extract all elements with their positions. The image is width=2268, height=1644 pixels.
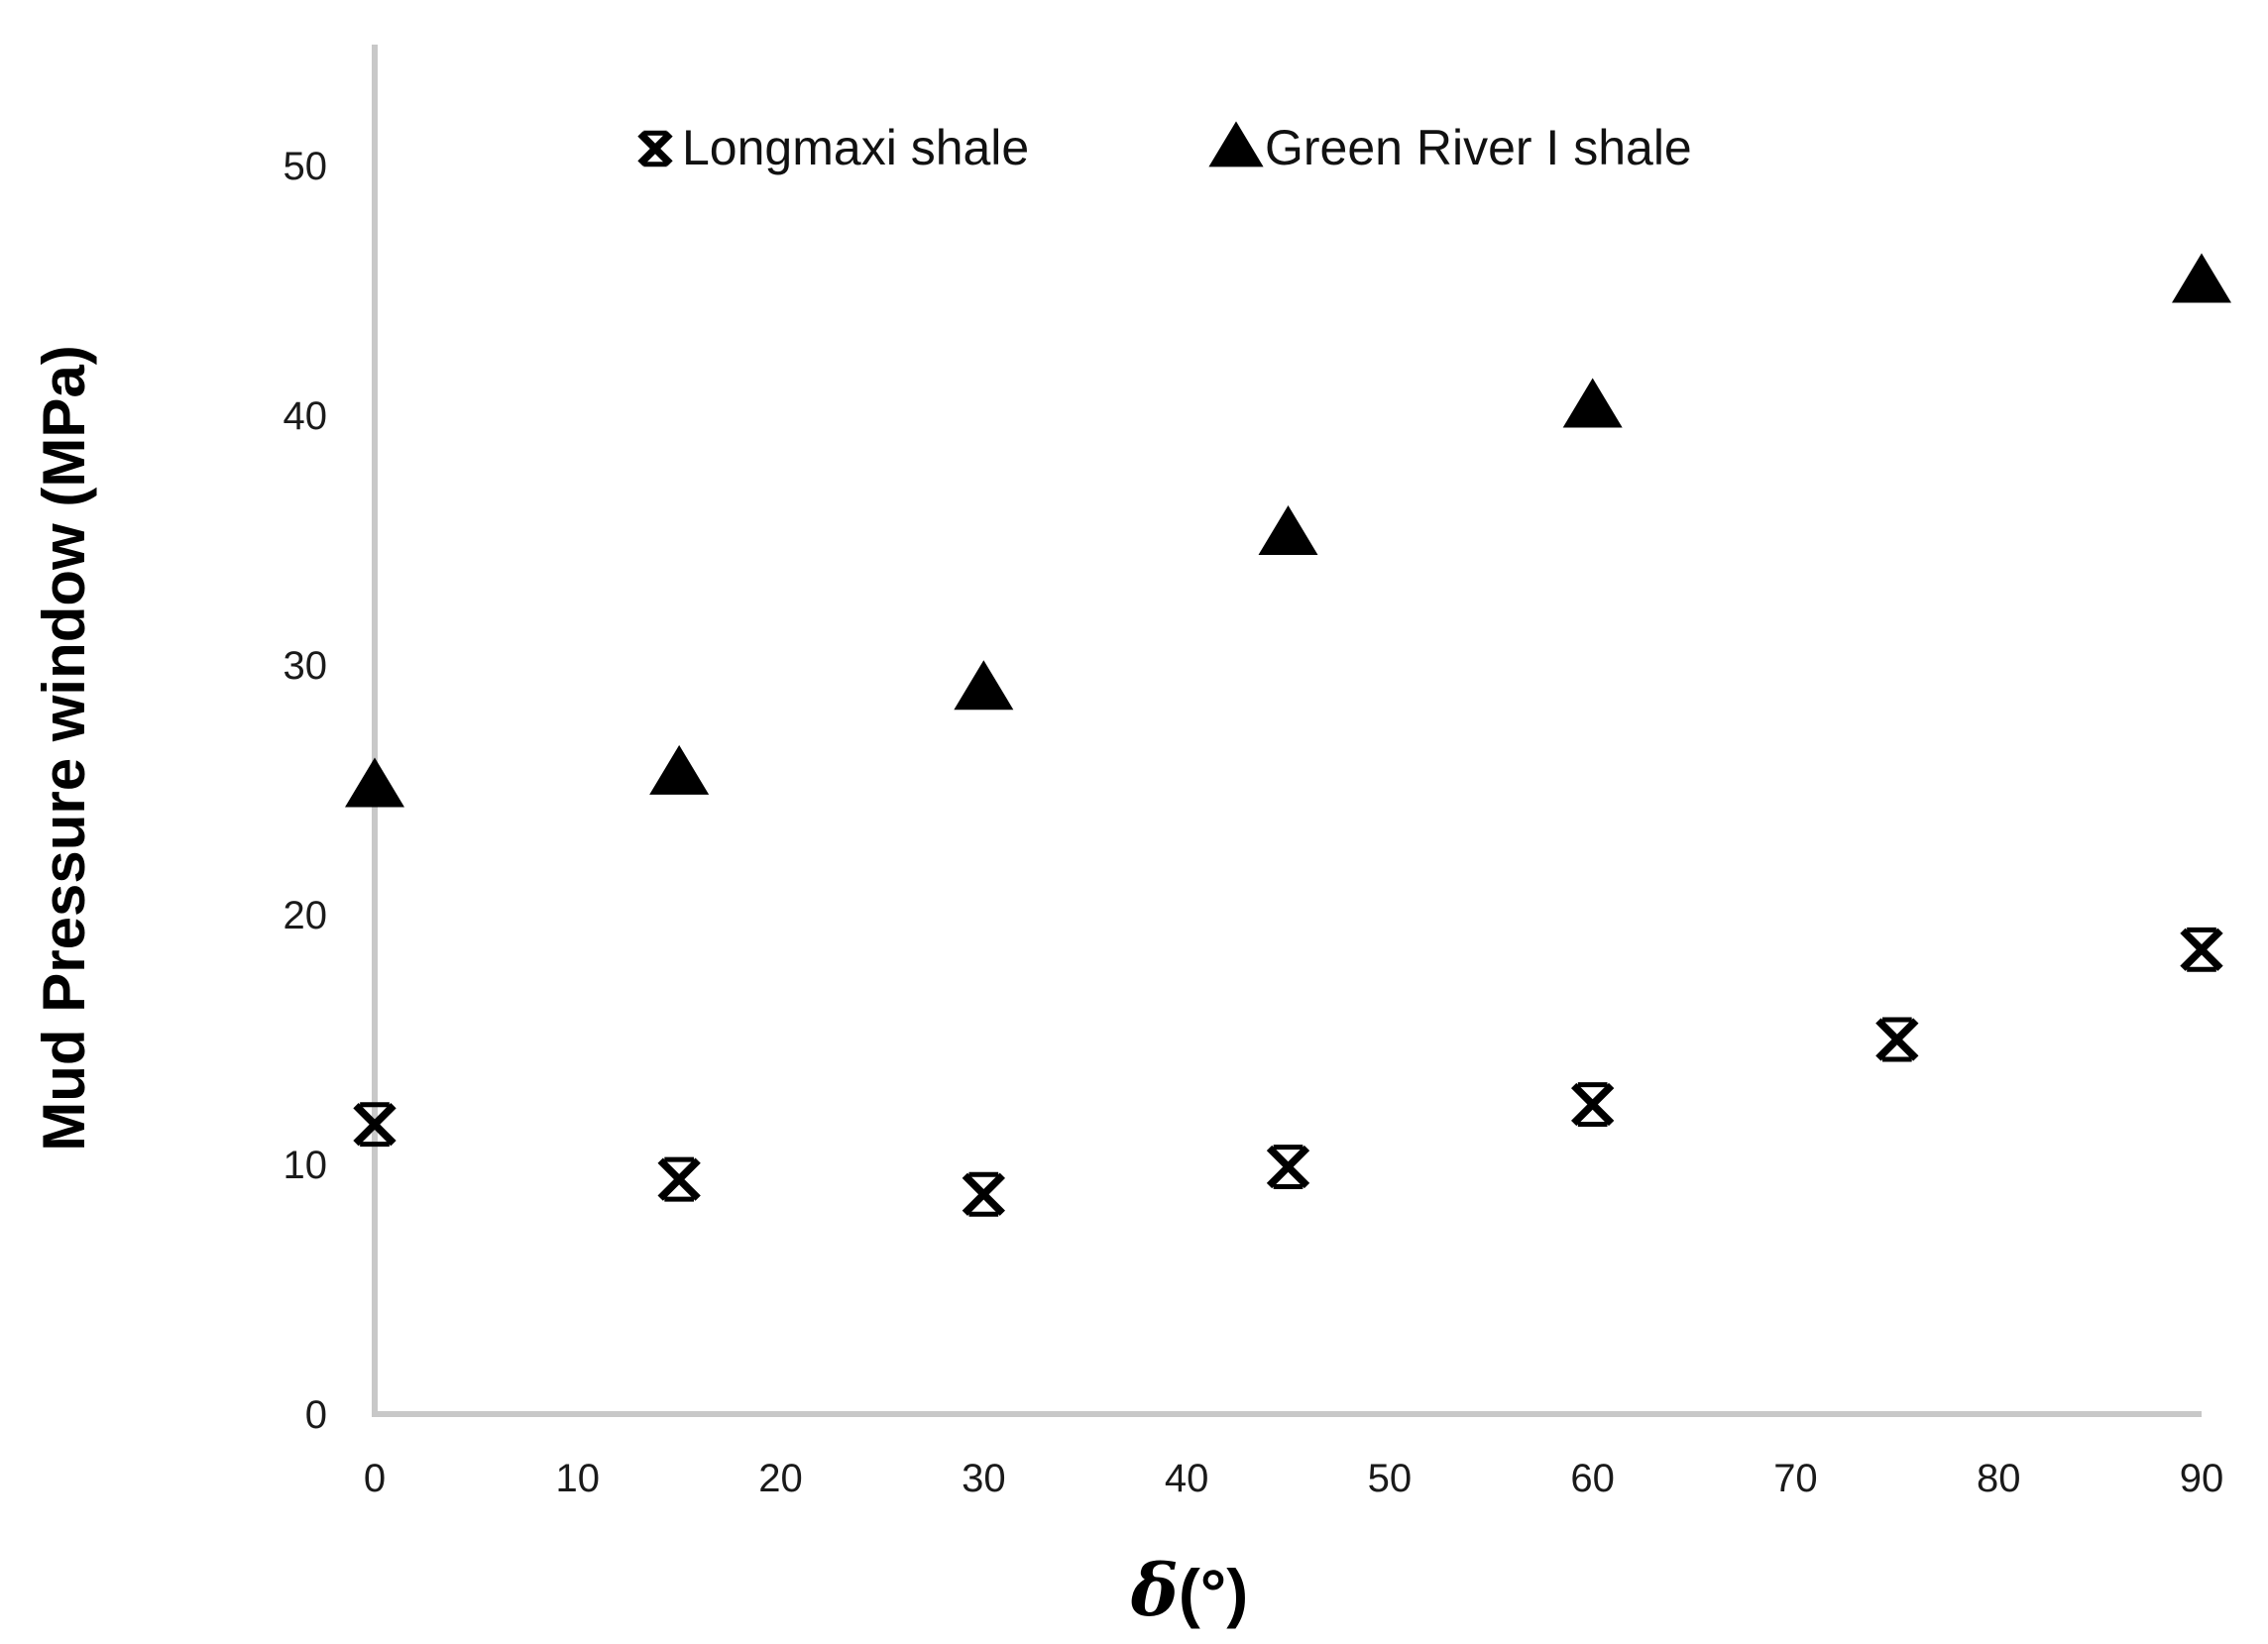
x-axis-title: δ(°) [1130, 1548, 1248, 1632]
x-tick-label: 70 [1773, 1457, 1818, 1500]
y-tick-label: 30 [284, 644, 328, 688]
axes [372, 45, 2202, 1417]
legend-item-green-river [1208, 121, 1264, 167]
longmaxi-point [657, 1156, 701, 1202]
x-tick-label: 10 [556, 1457, 601, 1500]
green-river-point [1562, 378, 1623, 428]
legend: Longmaxi shale Green River I shale [637, 120, 1692, 175]
x-tick-label: 80 [1977, 1457, 2021, 1500]
x-tick-label: 0 [364, 1457, 386, 1500]
y-tick-label: 40 [284, 394, 328, 438]
longmaxi-point [1266, 1145, 1310, 1189]
legend-item-longmaxi [637, 130, 673, 167]
x-tick-label: 50 [1368, 1457, 1413, 1500]
green-river-point [345, 757, 404, 808]
longmaxi-point [1571, 1082, 1615, 1127]
legend-label-green-river: Green River I shale [1265, 120, 1692, 175]
x-tick-label: 90 [2180, 1457, 2224, 1500]
longmaxi-point [962, 1171, 1005, 1217]
x-tick-label: 60 [1570, 1457, 1615, 1500]
data-points [345, 253, 2231, 1217]
longmaxi-point [1875, 1017, 1919, 1062]
y-axis-title: Mud Pressure window (MPa) [31, 345, 97, 1151]
legend-marker-triangle [1208, 121, 1264, 167]
legend-marker-asterisk [637, 130, 673, 167]
legend-label-longmaxi: Longmaxi shale [682, 120, 1029, 175]
y-tick-label: 20 [284, 894, 328, 937]
y-tick-label: 0 [305, 1393, 327, 1437]
tick-labels: 0 10 20 30 40 50 60 70 80 90 0 10 20 30 40 50 [284, 145, 2224, 1500]
x-axis-symbol: δ [1130, 1548, 1179, 1632]
longmaxi-point [353, 1102, 397, 1148]
y-tick-label: 50 [284, 145, 328, 188]
green-river-point [2172, 253, 2231, 303]
x-tick-label: 40 [1165, 1457, 1209, 1500]
x-tick-label: 20 [758, 1457, 803, 1500]
x-axis-unit: (°) [1179, 1556, 1248, 1629]
green-river-point [1258, 504, 1318, 555]
x-tick-label: 30 [962, 1457, 1006, 1500]
green-river-point [649, 744, 710, 795]
y-tick-label: 10 [284, 1144, 328, 1187]
longmaxi-point [2180, 927, 2223, 972]
green-river-point [954, 660, 1014, 711]
